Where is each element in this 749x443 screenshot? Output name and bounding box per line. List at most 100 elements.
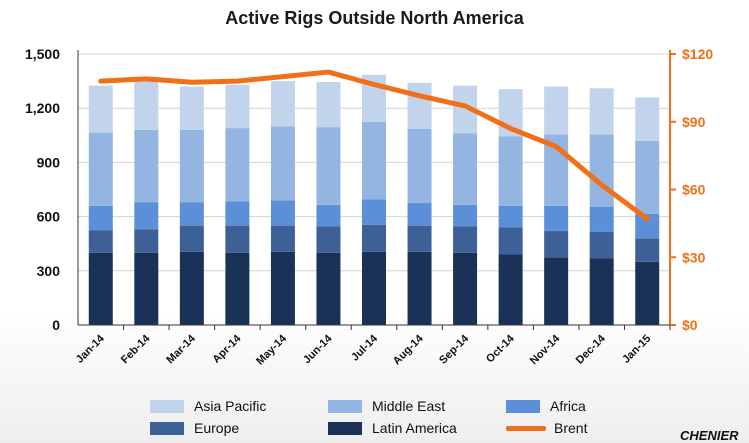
x-tick-label: Sep-14 — [437, 332, 472, 367]
chart-title: Active Rigs Outside North America — [225, 8, 524, 28]
y2-tick-label: $0 — [682, 317, 698, 333]
bar-africa — [589, 206, 614, 232]
x-tick-label: Jan-14 — [74, 332, 108, 366]
bar-africa — [453, 204, 478, 227]
bar-europe — [270, 225, 295, 252]
bar-latin-america — [88, 252, 113, 325]
x-tick-label: May-14 — [254, 332, 289, 367]
legend-label: Brent — [554, 420, 588, 436]
bar-latin-america — [498, 254, 523, 325]
bar-europe — [635, 238, 660, 262]
y-tick-label: 1,500 — [25, 46, 60, 62]
bar-europe — [316, 226, 341, 253]
bar-middle-east — [407, 128, 432, 204]
bar-europe — [498, 227, 523, 255]
y-tick-label: 600 — [37, 209, 61, 225]
legend-label: Asia Pacific — [194, 398, 267, 414]
bar-europe — [362, 224, 386, 252]
bar-latin-america — [635, 261, 660, 325]
bar-middle-east — [179, 129, 204, 203]
bar-africa — [134, 202, 159, 230]
bar-latin-america — [407, 251, 432, 325]
legend-swatch-line — [506, 425, 546, 431]
legend-swatch — [506, 399, 540, 413]
bar-middle-east — [225, 128, 250, 202]
x-tick-label: Nov-14 — [528, 332, 563, 367]
bar-europe — [179, 225, 204, 252]
bar-latin-america — [453, 252, 478, 325]
bar-latin-america — [362, 251, 386, 325]
bar-middle-east — [453, 133, 478, 205]
bar-asia-pacific — [179, 86, 204, 130]
legend-item-middle-east: Middle East — [328, 398, 445, 414]
bar-africa — [179, 202, 204, 226]
brent-line — [98, 69, 650, 222]
bar-latin-america — [589, 258, 614, 325]
bar-asia-pacific — [134, 80, 159, 130]
bar-latin-america — [316, 252, 341, 325]
bar-europe — [544, 231, 569, 258]
bar-africa — [407, 203, 432, 226]
y2-tick-label: $60 — [682, 182, 706, 198]
bar-africa — [362, 199, 386, 225]
y-tick-label: 900 — [37, 154, 61, 170]
footer-brand-logo: CHENIER — [680, 428, 739, 443]
bar-africa — [225, 201, 250, 226]
bar-africa — [270, 200, 295, 226]
legend-label: Latin America — [372, 420, 457, 436]
bar-layer — [88, 74, 660, 325]
y-tick-label: 1,200 — [25, 100, 60, 116]
x-tick-label: Oct-14 — [484, 332, 517, 365]
y2-tick-label: $90 — [682, 114, 706, 130]
bar-europe — [225, 225, 250, 253]
bar-middle-east — [635, 140, 660, 214]
bar-asia-pacific — [316, 82, 341, 128]
x-tick-label: Aug-14 — [391, 332, 426, 367]
x-tick-label: Mar-14 — [164, 332, 198, 366]
bar-asia-pacific — [544, 86, 569, 135]
y2-tick-label: $30 — [682, 249, 706, 265]
y-tick-label: 0 — [52, 317, 60, 333]
bar-europe — [453, 226, 478, 253]
legend-label: Africa — [550, 398, 586, 414]
bar-europe — [88, 230, 113, 253]
bar-latin-america — [544, 257, 569, 325]
bar-asia-pacific — [407, 82, 432, 129]
bar-asia-pacific — [88, 85, 113, 133]
bar-asia-pacific — [270, 81, 295, 127]
line-layer — [98, 69, 650, 222]
bar-africa — [498, 205, 523, 228]
legend-item-africa: Africa — [506, 398, 586, 414]
bar-latin-america — [179, 251, 204, 325]
bar-latin-america — [270, 251, 295, 325]
legend-label: Middle East — [372, 398, 446, 414]
legend-item-latin-america: Latin America — [328, 420, 457, 436]
bar-asia-pacific — [635, 97, 660, 141]
bar-europe — [407, 225, 432, 252]
legend-item-asia-pacific: Asia Pacific — [150, 398, 266, 414]
bar-middle-east — [270, 126, 295, 201]
legend-item-brent: Brent — [506, 420, 587, 436]
x-tick-label: Jul-14 — [349, 332, 381, 364]
legend-swatch — [328, 421, 362, 435]
bar-asia-pacific — [225, 84, 250, 129]
x-tick-label: Jan-15 — [620, 333, 653, 366]
bar-europe — [134, 229, 159, 253]
bar-middle-east — [134, 129, 159, 203]
bar-africa — [316, 204, 341, 227]
x-tick-label: Apr-14 — [210, 332, 244, 366]
bar-latin-america — [225, 252, 250, 325]
bar-middle-east — [589, 134, 614, 207]
legend-item-europe: Europe — [150, 420, 239, 436]
bar-latin-america — [134, 252, 159, 325]
bar-africa — [544, 205, 569, 232]
bar-asia-pacific — [589, 88, 614, 135]
bar-africa — [88, 205, 113, 231]
x-tick-label: Jun-14 — [301, 332, 335, 366]
legend-label: Europe — [194, 420, 240, 436]
bar-europe — [589, 231, 614, 259]
x-tick-label: Dec-14 — [574, 332, 609, 367]
y2-tick-label: $120 — [682, 46, 713, 62]
x-tick-label: Feb-14 — [119, 332, 153, 366]
legend-swatch — [150, 421, 184, 435]
